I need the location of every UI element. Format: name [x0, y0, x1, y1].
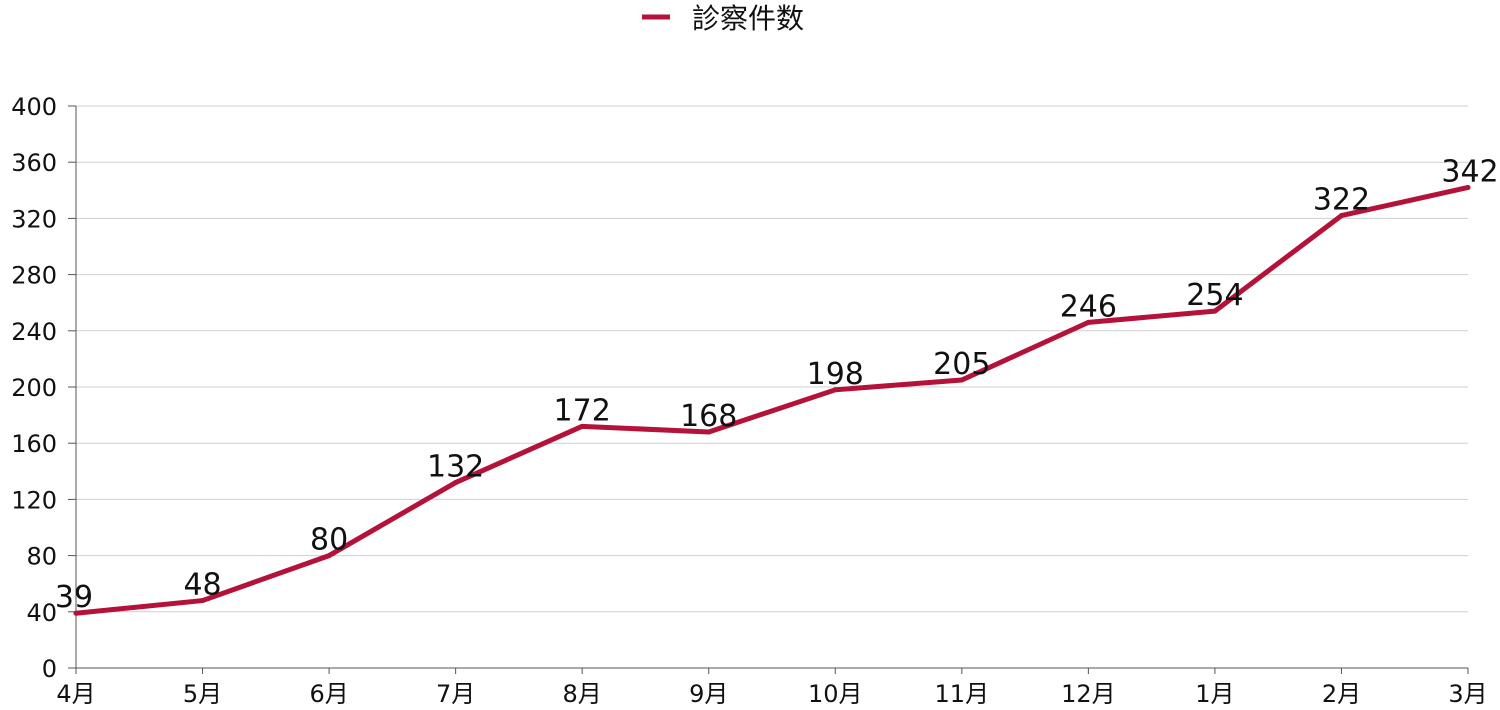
y-tick-label: 240 [11, 318, 57, 346]
data-label: 48 [183, 568, 221, 603]
data-point [1085, 319, 1091, 325]
y-tick-label: 120 [11, 486, 57, 514]
x-tick-label: 2月 [1322, 680, 1361, 708]
data-point [200, 598, 206, 604]
data-point [959, 377, 965, 383]
data-point [326, 553, 332, 559]
y-axis-ticks: 0 40 80 120 160 200 240 280 320 360 400 [11, 93, 76, 683]
data-label: 198 [807, 357, 864, 392]
x-tick-label: 11月 [935, 680, 990, 708]
data-label: 172 [554, 393, 611, 428]
data-label: 39 [55, 580, 93, 615]
y-tick-label: 0 [42, 655, 57, 683]
y-tick-label: 360 [11, 149, 57, 177]
x-tick-label: 6月 [309, 680, 348, 708]
y-tick-label: 320 [11, 205, 57, 233]
series-line [73, 184, 1471, 616]
series-group [73, 184, 1471, 616]
data-label: 168 [680, 399, 737, 434]
x-tick-label: 5月 [183, 680, 222, 708]
y-tick-label: 80 [26, 543, 57, 571]
data-point [73, 610, 79, 616]
data-point [1212, 308, 1218, 314]
x-tick-label: 1月 [1195, 680, 1234, 708]
y-tick-label: 400 [11, 93, 57, 121]
data-label: 80 [310, 523, 348, 558]
x-tick-label: 3月 [1448, 680, 1487, 708]
data-point [1465, 184, 1471, 190]
data-label: 254 [1186, 278, 1243, 313]
y-tick-label: 40 [26, 599, 57, 627]
x-tick-label: 4月 [56, 680, 95, 708]
data-label: 205 [933, 347, 990, 382]
data-label: 342 [1441, 154, 1498, 189]
data-label: 132 [427, 450, 484, 485]
data-label: 322 [1313, 183, 1370, 218]
y-tick-label: 160 [11, 430, 57, 458]
x-tick-label: 10月 [808, 680, 863, 708]
data-labels: 39 48 80 132 172 168 198 205 246 254 322 342 [55, 154, 1499, 615]
data-point [706, 429, 712, 435]
x-tick-label: 9月 [689, 680, 728, 708]
data-point [832, 387, 838, 393]
data-label: 246 [1060, 289, 1117, 324]
y-tick-label: 280 [11, 262, 57, 290]
y-tick-label: 200 [11, 374, 57, 402]
x-tick-label: 8月 [563, 680, 602, 708]
data-point [453, 480, 459, 486]
gridlines [76, 105, 1468, 613]
data-point [1338, 213, 1344, 219]
x-tick-label: 7月 [436, 680, 475, 708]
legend: 診察件数 [642, 2, 804, 35]
x-tick-label: 12月 [1061, 680, 1116, 708]
x-axis-ticks: 4月 5月 6月 7月 8月 9月 10月 11月 12月 1月 2月 3月 [56, 668, 1488, 708]
legend-label: 診察件数 [692, 2, 804, 35]
data-point [579, 423, 585, 429]
